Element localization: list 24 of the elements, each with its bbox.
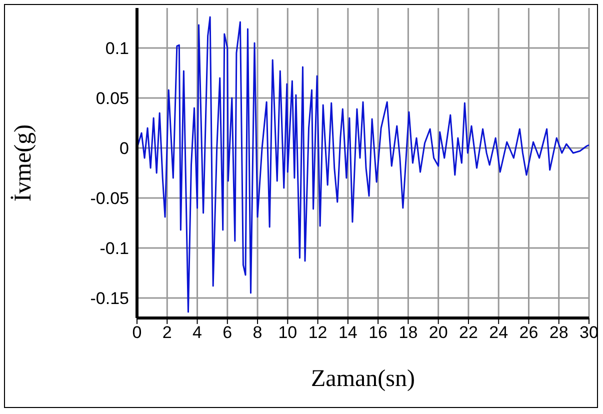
y-tick-label: -0.05 — [90, 189, 129, 208]
y-tick-label: -0.15 — [90, 289, 129, 308]
line-series — [137, 16, 589, 313]
y-axis-title: İvme(g) — [10, 124, 37, 202]
x-tick-label: 8 — [252, 323, 262, 342]
x-tick-label: 16 — [368, 323, 388, 342]
x-tick-label: 24 — [489, 323, 508, 342]
x-tick-label: 12 — [308, 323, 328, 342]
x-tick-label: 4 — [192, 323, 202, 342]
x-tick-label: 2 — [162, 323, 172, 342]
x-tick-label: 18 — [398, 323, 418, 342]
x-axis-title: Zaman(sn) — [311, 366, 415, 392]
x-tick-label: 14 — [338, 323, 358, 342]
x-tick-label: 22 — [459, 323, 478, 342]
y-tick-label: 0.1 — [105, 39, 129, 58]
x-tick-label: 26 — [519, 323, 538, 342]
x-tick-label: 0 — [132, 323, 142, 342]
y-tick-label: 0 — [120, 139, 129, 158]
x-tick-label: 6 — [222, 323, 232, 342]
x-tick-label: 28 — [549, 323, 568, 342]
y-tick-label: 0.05 — [96, 89, 129, 108]
x-tick-label: 20 — [428, 323, 448, 342]
x-tick-label: 10 — [278, 323, 298, 342]
y-tick-label: -0.1 — [100, 239, 129, 258]
